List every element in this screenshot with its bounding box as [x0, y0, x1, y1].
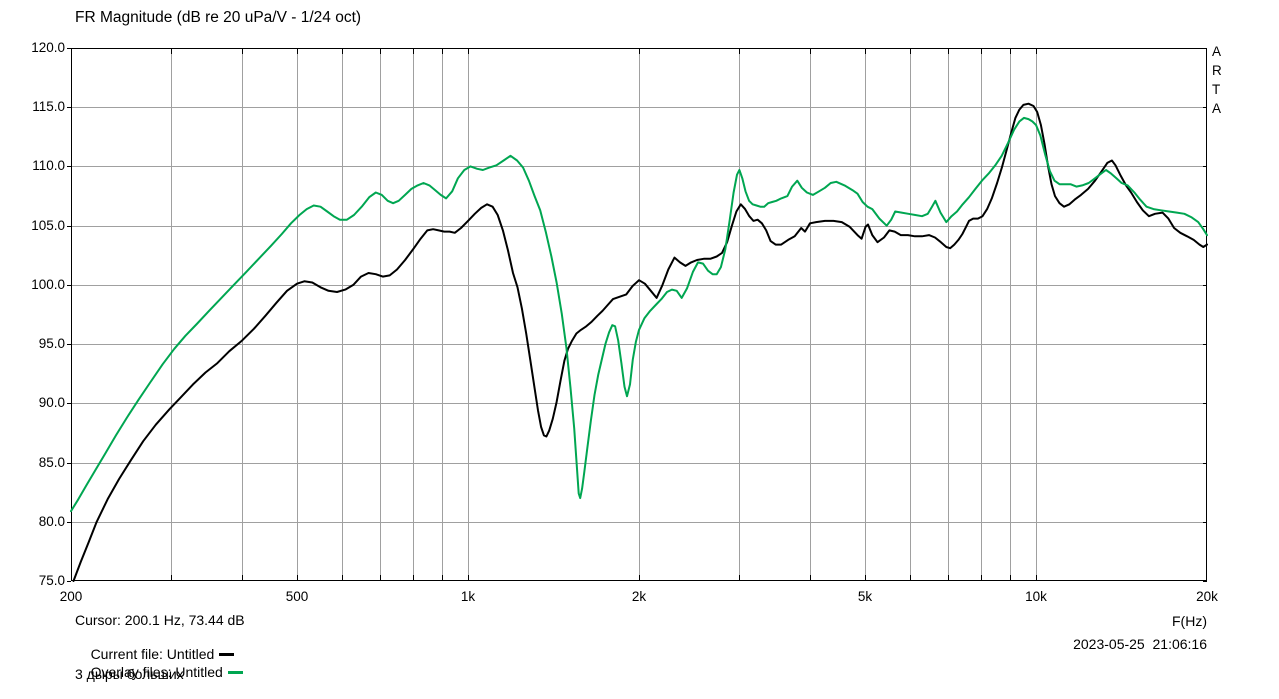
x-axis-unit-label: F(Hz): [1172, 613, 1207, 629]
overlay-note: 3 дыры больших: [75, 666, 184, 682]
x-tick-label: 500: [285, 589, 309, 604]
y-tick-label: 85.0: [38, 454, 65, 470]
y-tick-label: 95.0: [38, 336, 65, 352]
y-tick-label: 115.0: [32, 99, 65, 115]
x-tick-label: 1k: [460, 589, 476, 604]
x-tick-label: 20k: [1196, 589, 1218, 604]
y-tick-label: 120.0: [31, 40, 65, 55]
current-file-line: Current file: Untitled: [75, 630, 235, 678]
x-tick-label: 200: [59, 589, 83, 604]
current-file-label: Current file: Untitled: [90, 646, 215, 662]
arta-watermark: ARTA: [1212, 44, 1222, 116]
current-file-color-swatch: [219, 653, 235, 656]
y-tick-label: 110.0: [32, 158, 65, 174]
overlay-files-line: Overlay files: Untitled: [75, 648, 243, 696]
x-tick-label: 5k: [857, 589, 873, 604]
x-tick-label: 10k: [1025, 589, 1047, 604]
chart-title: FR Magnitude (dB re 20 uPa/V - 1/24 oct): [75, 9, 362, 26]
y-tick-label: 105.0: [31, 217, 65, 233]
x-tick-label: 2k: [631, 589, 647, 604]
overlay-files-label: Overlay files: Untitled: [90, 664, 223, 680]
cursor-readout: Cursor: 200.1 Hz, 73.44 dB: [75, 612, 245, 628]
y-tick-label: 90.0: [38, 395, 65, 411]
y-tick-label: 75.0: [38, 573, 65, 588]
datetime-stamp: 2023-05-25 21:06:16: [1073, 636, 1207, 652]
overlay-files-color-swatch: [227, 671, 243, 674]
y-tick-label: 80.0: [38, 513, 65, 529]
y-tick-label: 100.0: [31, 276, 65, 292]
